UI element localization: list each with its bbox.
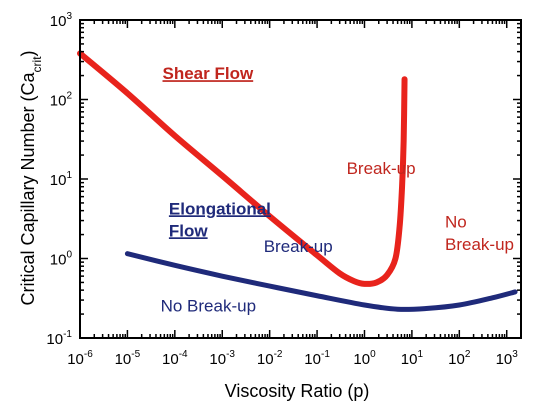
y-tick-exponent: 0: [66, 250, 72, 261]
x-tick-base: 10: [304, 351, 321, 368]
y-tick-label: 100: [50, 250, 73, 269]
y-tick-label: 102: [50, 91, 73, 110]
series-line-shear-flow: [77, 50, 408, 287]
annotation-layer: Shear Flow Break-up No Break-up Elongational…: [161, 64, 514, 315]
y-tick-exponent: 2: [66, 91, 72, 102]
x-tick-base: 10: [496, 351, 513, 368]
annotation-label: Break-up: [445, 235, 514, 254]
annotation-label: Break-up: [347, 159, 416, 178]
x-tick-label: 101: [401, 349, 424, 368]
x-tick-label: 10-2: [257, 349, 283, 368]
plot-area-frame: [79, 19, 522, 339]
x-tick-label: 102: [448, 349, 471, 368]
y-tick-exponent: 1: [66, 170, 72, 181]
x-tick-base: 10: [67, 351, 84, 368]
x-tick-exponent: 3: [512, 349, 518, 360]
x-tick-label: 100: [353, 349, 376, 368]
x-tick-base: 10: [162, 351, 179, 368]
y-tick-label: 10-1: [46, 329, 72, 348]
x-tick-exponent: -6: [84, 349, 93, 360]
y-tick-exponent: -1: [63, 329, 72, 340]
x-tick-exponent: 0: [370, 349, 376, 360]
series-line-elongational-flow: [124, 251, 518, 312]
y-axis-title-end: ): [18, 50, 38, 56]
x-tick-exponent: 2: [465, 349, 471, 360]
x-tick-base: 10: [209, 351, 226, 368]
y-axis-title-main: Critical Capillary Number (Ca: [18, 71, 38, 305]
x-tick-base: 10: [115, 351, 132, 368]
x-tick-base: 10: [448, 351, 465, 368]
x-tick-label: 10-3: [209, 349, 235, 368]
annotation-label: No: [445, 213, 467, 232]
x-tick-exponent: 1: [417, 349, 423, 360]
x-tick-base: 10: [257, 351, 274, 368]
annotation-label: No Break-up: [161, 297, 256, 316]
x-tick-base: 10: [353, 351, 370, 368]
x-tick-exponent: -2: [274, 349, 283, 360]
y-axis-title: Critical Capillary Number (Cacrit): [18, 50, 44, 305]
x-tick-label: 103: [496, 349, 519, 368]
x-tick-label: 10-5: [115, 349, 141, 368]
y-axis-title-subscript: crit: [30, 56, 44, 73]
y-tick-label: 103: [50, 11, 73, 30]
y-tick-exponent: 3: [66, 11, 72, 22]
y-tick-base: 10: [50, 93, 67, 110]
y-tick-base: 10: [50, 252, 67, 269]
y-tick-label: 101: [50, 170, 73, 189]
y-tick-base: 10: [50, 13, 67, 30]
annotation-label: Flow: [169, 221, 208, 240]
x-tick-exponent: -5: [131, 349, 140, 360]
x-tick-exponent: -3: [226, 349, 235, 360]
y-tick-base: 10: [46, 331, 63, 348]
tick-label-layer: 10-6 10-5 10-4 10-3 10-2 10-1 100 101 102 10310-1…: [46, 11, 518, 368]
annotation-label: Break-up: [264, 237, 333, 256]
series-layer: [77, 50, 518, 312]
x-axis-title: Viscosity Ratio (p): [225, 381, 370, 401]
x-tick-label: 10-1: [304, 349, 330, 368]
y-tick-base: 10: [50, 172, 67, 189]
annotation-label: Shear Flow: [163, 64, 254, 83]
x-tick-label: 10-6: [67, 349, 93, 368]
x-tick-exponent: -1: [321, 349, 330, 360]
x-tick-base: 10: [401, 351, 418, 368]
x-tick-exponent: -4: [179, 349, 188, 360]
x-tick-label: 10-4: [162, 349, 188, 368]
annotation-label: Elongational: [169, 199, 271, 218]
